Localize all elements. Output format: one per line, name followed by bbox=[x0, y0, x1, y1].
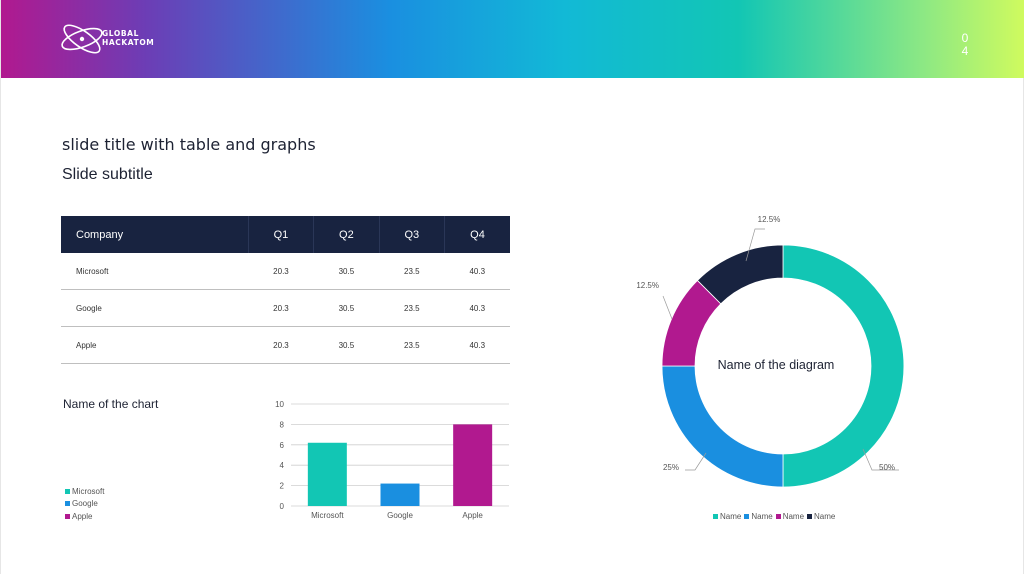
legend-label: Apple bbox=[72, 511, 93, 521]
legend-swatch bbox=[775, 514, 781, 519]
atom-logo-icon bbox=[61, 24, 103, 54]
logo-wordmark: GLOBAL HACKATOM bbox=[102, 29, 154, 47]
slice-value-label: 12.5% bbox=[636, 281, 659, 290]
leader-line bbox=[745, 228, 765, 262]
legend-item: Name bbox=[713, 512, 741, 521]
slide-subtitle: Slide subtitle bbox=[62, 166, 153, 183]
data-table: Company Q1 Q2 Q3 Q4 Microsoft 20.3 30.5 … bbox=[61, 216, 510, 364]
x-tick-label: Apple bbox=[462, 511, 483, 520]
slice-value-label: 25% bbox=[663, 463, 679, 472]
table-header-cell: Q2 bbox=[313, 216, 380, 253]
legend-label: Name bbox=[814, 512, 836, 521]
page-number-digit-1: 0 bbox=[961, 31, 969, 45]
bar bbox=[380, 483, 420, 506]
table-cell: 20.3 bbox=[248, 326, 314, 364]
y-tick-label: 2 bbox=[280, 482, 285, 491]
donut-chart-legend: Name Name Name Name bbox=[713, 512, 838, 521]
leader-line bbox=[662, 295, 673, 320]
donut-slice bbox=[782, 244, 905, 488]
logo-line-2: HACKATOM bbox=[102, 38, 155, 47]
legend-item: Name bbox=[807, 512, 835, 521]
slide-title: slide title with table and graphs bbox=[62, 135, 316, 154]
y-tick-label: 8 bbox=[280, 420, 285, 429]
legend-label: Google bbox=[72, 499, 98, 509]
table-cell: Apple bbox=[61, 326, 249, 364]
legend-item: Google bbox=[65, 498, 104, 511]
table-cell: Microsoft bbox=[61, 253, 249, 290]
legend-swatch bbox=[807, 514, 813, 519]
table-row: Google 20.3 30.5 23.5 40.3 bbox=[61, 289, 510, 327]
table-cell: 20.3 bbox=[248, 253, 314, 290]
table-header-cell: Q4 bbox=[444, 216, 510, 253]
table-row: Apple 20.3 30.5 23.5 40.3 bbox=[61, 326, 510, 364]
donut-slice bbox=[661, 365, 784, 488]
y-tick-label: 6 bbox=[280, 441, 285, 450]
legend-swatch bbox=[65, 513, 70, 519]
legend-item: Name bbox=[775, 512, 805, 521]
table-cell: 23.5 bbox=[379, 289, 445, 327]
legend-swatch bbox=[713, 514, 718, 519]
table-cell: 40.3 bbox=[444, 289, 510, 327]
leader-line bbox=[685, 452, 707, 471]
y-tick-label: 0 bbox=[280, 502, 285, 511]
y-tick-label: 4 bbox=[280, 461, 285, 470]
x-tick-label: Google bbox=[387, 511, 413, 520]
table-cell: 20.3 bbox=[248, 289, 314, 327]
table-cell: 30.5 bbox=[313, 289, 380, 327]
table-cell: 40.3 bbox=[444, 326, 510, 364]
donut-chart-title: Name of the diagram bbox=[717, 358, 835, 372]
legend-label: Name bbox=[720, 512, 742, 521]
slice-value-label: 12.5% bbox=[758, 215, 781, 224]
table-cell: 30.5 bbox=[313, 253, 380, 290]
x-tick-label: Microsoft bbox=[311, 511, 344, 520]
table-row: Microsoft 20.3 30.5 23.5 40.3 bbox=[61, 253, 510, 290]
bar-chart-title: Name of the chart bbox=[63, 397, 159, 411]
table-header-cell: Q1 bbox=[247, 216, 314, 253]
legend-item: Microsoft bbox=[65, 485, 104, 498]
table-header-cell: Company bbox=[61, 216, 249, 253]
legend-label: Microsoft bbox=[72, 486, 105, 496]
slice-value-label: 50% bbox=[879, 463, 895, 472]
legend-item: Apple bbox=[65, 510, 104, 523]
y-tick-label: 10 bbox=[275, 400, 284, 409]
table-cell: 23.5 bbox=[379, 326, 445, 364]
leader-line bbox=[862, 448, 899, 471]
table-cell: 30.5 bbox=[313, 326, 380, 364]
table-cell: 40.3 bbox=[444, 253, 510, 290]
table-cell: 23.5 bbox=[379, 253, 445, 290]
legend-label: Name bbox=[751, 512, 773, 521]
legend-swatch bbox=[65, 488, 70, 494]
table-header-cell: Q3 bbox=[378, 216, 445, 253]
page-number: 0 4 bbox=[959, 32, 971, 58]
legend-swatch bbox=[744, 514, 750, 519]
bar-chart-legend: Microsoft Google Apple bbox=[65, 485, 104, 523]
page-number-digit-2: 4 bbox=[961, 44, 969, 58]
legend-swatch bbox=[65, 501, 70, 507]
legend-item: Name bbox=[744, 512, 773, 521]
header-banner: GLOBAL HACKATOM 0 4 bbox=[1, 0, 1024, 78]
table-header-row: Company Q1 Q2 Q3 Q4 bbox=[61, 216, 510, 253]
logo-line-1: GLOBAL bbox=[102, 29, 139, 38]
donut-slice bbox=[696, 244, 784, 305]
table-cell: Google bbox=[61, 289, 249, 327]
bar bbox=[453, 424, 493, 506]
bar bbox=[307, 442, 347, 506]
legend-label: Name bbox=[782, 512, 805, 521]
